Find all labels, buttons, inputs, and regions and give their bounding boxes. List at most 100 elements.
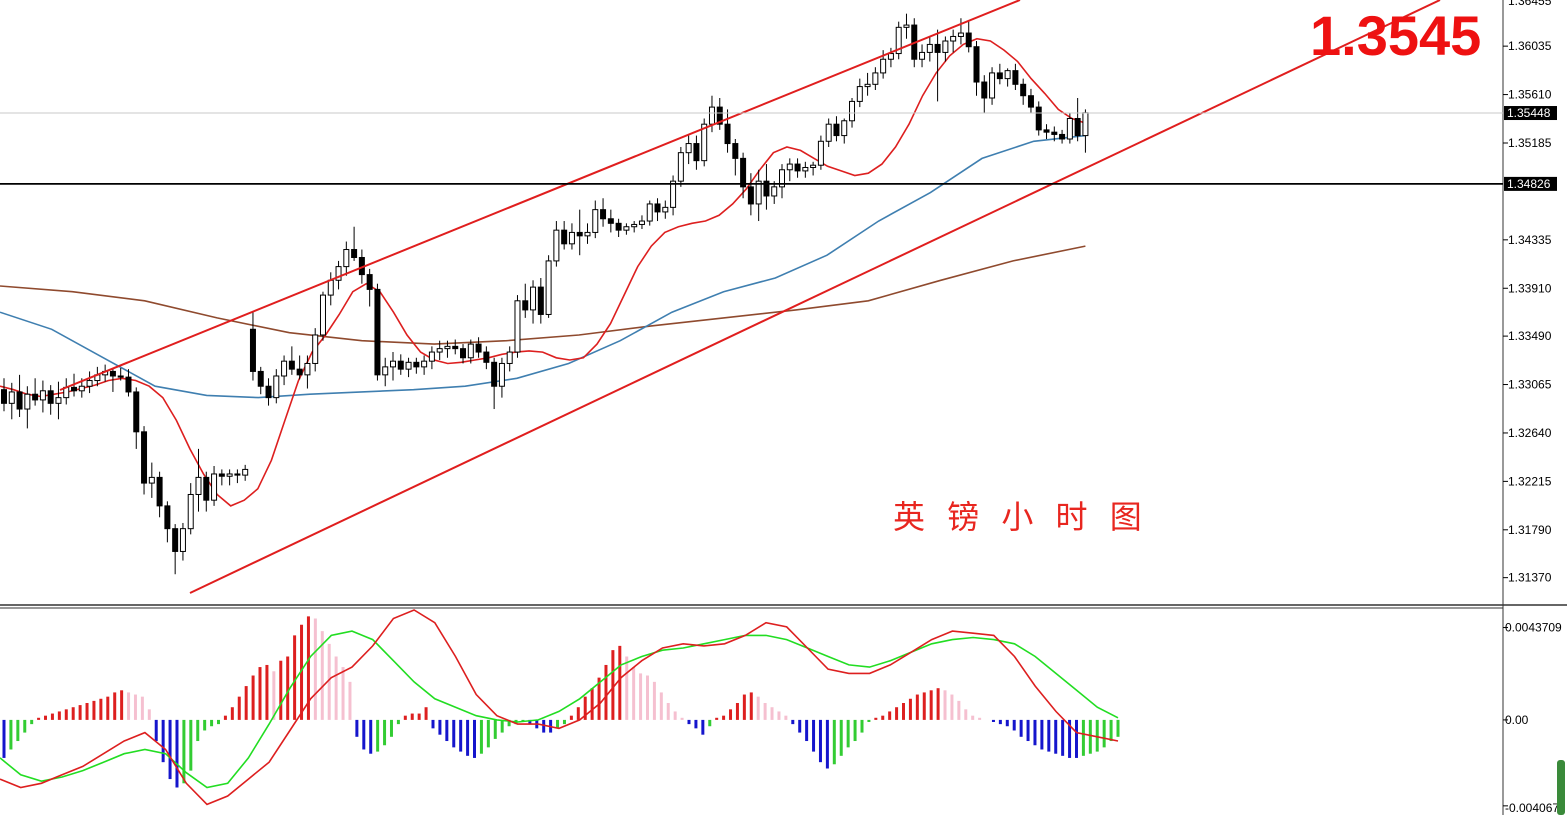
- support-price-label: 1.34826: [1507, 177, 1551, 191]
- candle-up: [467, 343, 474, 359]
- candle-up: [631, 223, 638, 228]
- candle-down: [234, 473, 241, 476]
- candle-down: [16, 391, 23, 410]
- candle-up: [498, 362, 505, 387]
- candle-down: [452, 345, 459, 350]
- current-price-label: 1.35448: [1507, 106, 1551, 120]
- candle-up: [304, 362, 311, 376]
- candle-down: [576, 231, 583, 237]
- candle-up: [148, 476, 155, 484]
- candle-up: [646, 203, 653, 222]
- candle-down: [141, 431, 148, 484]
- candle-up: [86, 380, 93, 387]
- candle-up: [895, 26, 902, 55]
- candle-up: [670, 180, 677, 208]
- candle-up: [802, 166, 809, 172]
- candle-down: [475, 343, 482, 353]
- candle-down: [1, 389, 7, 404]
- candle-down: [1020, 83, 1027, 97]
- scrollbar-thumb[interactable]: [1557, 760, 1565, 815]
- candle-up: [319, 294, 326, 336]
- candle-down: [460, 348, 467, 359]
- candle-up: [24, 393, 31, 410]
- candle-down: [996, 72, 1003, 80]
- candle-down: [32, 393, 39, 401]
- candle-down: [288, 360, 295, 370]
- candle-up: [530, 286, 537, 311]
- candle-up: [545, 260, 552, 315]
- price-tick-label: 1.32640: [1508, 426, 1552, 440]
- price-tick-label: 1.34335: [1508, 233, 1552, 247]
- macd-tick-label: 0.0043709: [1505, 621, 1562, 635]
- candle-up: [942, 40, 949, 53]
- candle-up: [701, 123, 708, 162]
- candle-down: [1043, 129, 1050, 133]
- current-price-badge: [1504, 106, 1557, 121]
- macd-lines: [0, 609, 1119, 806]
- candle-down: [1074, 117, 1081, 137]
- candle-up: [919, 51, 926, 60]
- candle-down: [973, 46, 980, 83]
- macd-main-line: [0, 609, 1119, 806]
- candle-down: [265, 385, 272, 399]
- candle-down: [732, 143, 739, 159]
- candle-up: [405, 361, 412, 370]
- candle-up: [755, 180, 762, 205]
- candle-up: [312, 334, 319, 364]
- candle-down: [397, 360, 404, 370]
- price-tick-label-top: 1.36455: [1508, 0, 1552, 8]
- candle-down: [522, 300, 529, 311]
- candle-down: [483, 351, 490, 363]
- candle-down: [491, 361, 498, 387]
- candle-down: [716, 106, 723, 125]
- candle-down: [156, 476, 163, 507]
- candle-up: [553, 229, 560, 262]
- candle-up: [242, 468, 249, 476]
- candle-up: [390, 360, 396, 368]
- big-price-label: 1.3545: [1310, 4, 1481, 67]
- fast-moving-average: [0, 37, 1086, 507]
- candle-up: [810, 164, 817, 168]
- candle-up: [677, 152, 684, 182]
- candle-up: [887, 53, 894, 60]
- candle-up: [638, 220, 645, 225]
- candle-down: [47, 390, 54, 404]
- macd-tick-label: -0.004067: [1505, 801, 1559, 815]
- candle-up: [584, 231, 591, 237]
- candle-up: [568, 231, 575, 245]
- candle-down: [981, 81, 988, 99]
- candlesticks: [1, 13, 1089, 575]
- candle-up: [903, 24, 910, 28]
- candle-up: [771, 186, 778, 197]
- candle-up: [856, 86, 863, 102]
- candle-up: [273, 375, 280, 399]
- candle-up: [421, 360, 428, 368]
- candle-down: [763, 180, 770, 197]
- candle-up: [506, 351, 513, 364]
- candle-up: [708, 106, 715, 125]
- candle-down: [218, 473, 225, 477]
- candle-down: [537, 286, 544, 315]
- candle-up: [592, 209, 599, 233]
- candle-down: [117, 375, 124, 378]
- candle-down: [1035, 106, 1042, 131]
- candle-down: [1012, 70, 1019, 85]
- candle-up: [950, 35, 957, 42]
- candle-up: [382, 366, 389, 376]
- candle-up: [327, 279, 334, 296]
- candle-up: [8, 391, 15, 404]
- candle-up: [436, 348, 443, 353]
- candle-up: [786, 163, 793, 171]
- candle-up: [55, 397, 62, 404]
- macd-histogram: [2, 616, 1120, 788]
- candle-down: [413, 361, 420, 368]
- candle-down: [257, 370, 264, 387]
- candle-down: [747, 186, 754, 205]
- candle-up: [428, 351, 435, 362]
- price-tick-label: 1.31370: [1508, 571, 1552, 585]
- price-tick-label: 1.31790: [1508, 523, 1552, 537]
- price-tick-label: 1.33490: [1508, 329, 1552, 343]
- candle-down: [366, 274, 373, 290]
- candle-up: [880, 58, 887, 74]
